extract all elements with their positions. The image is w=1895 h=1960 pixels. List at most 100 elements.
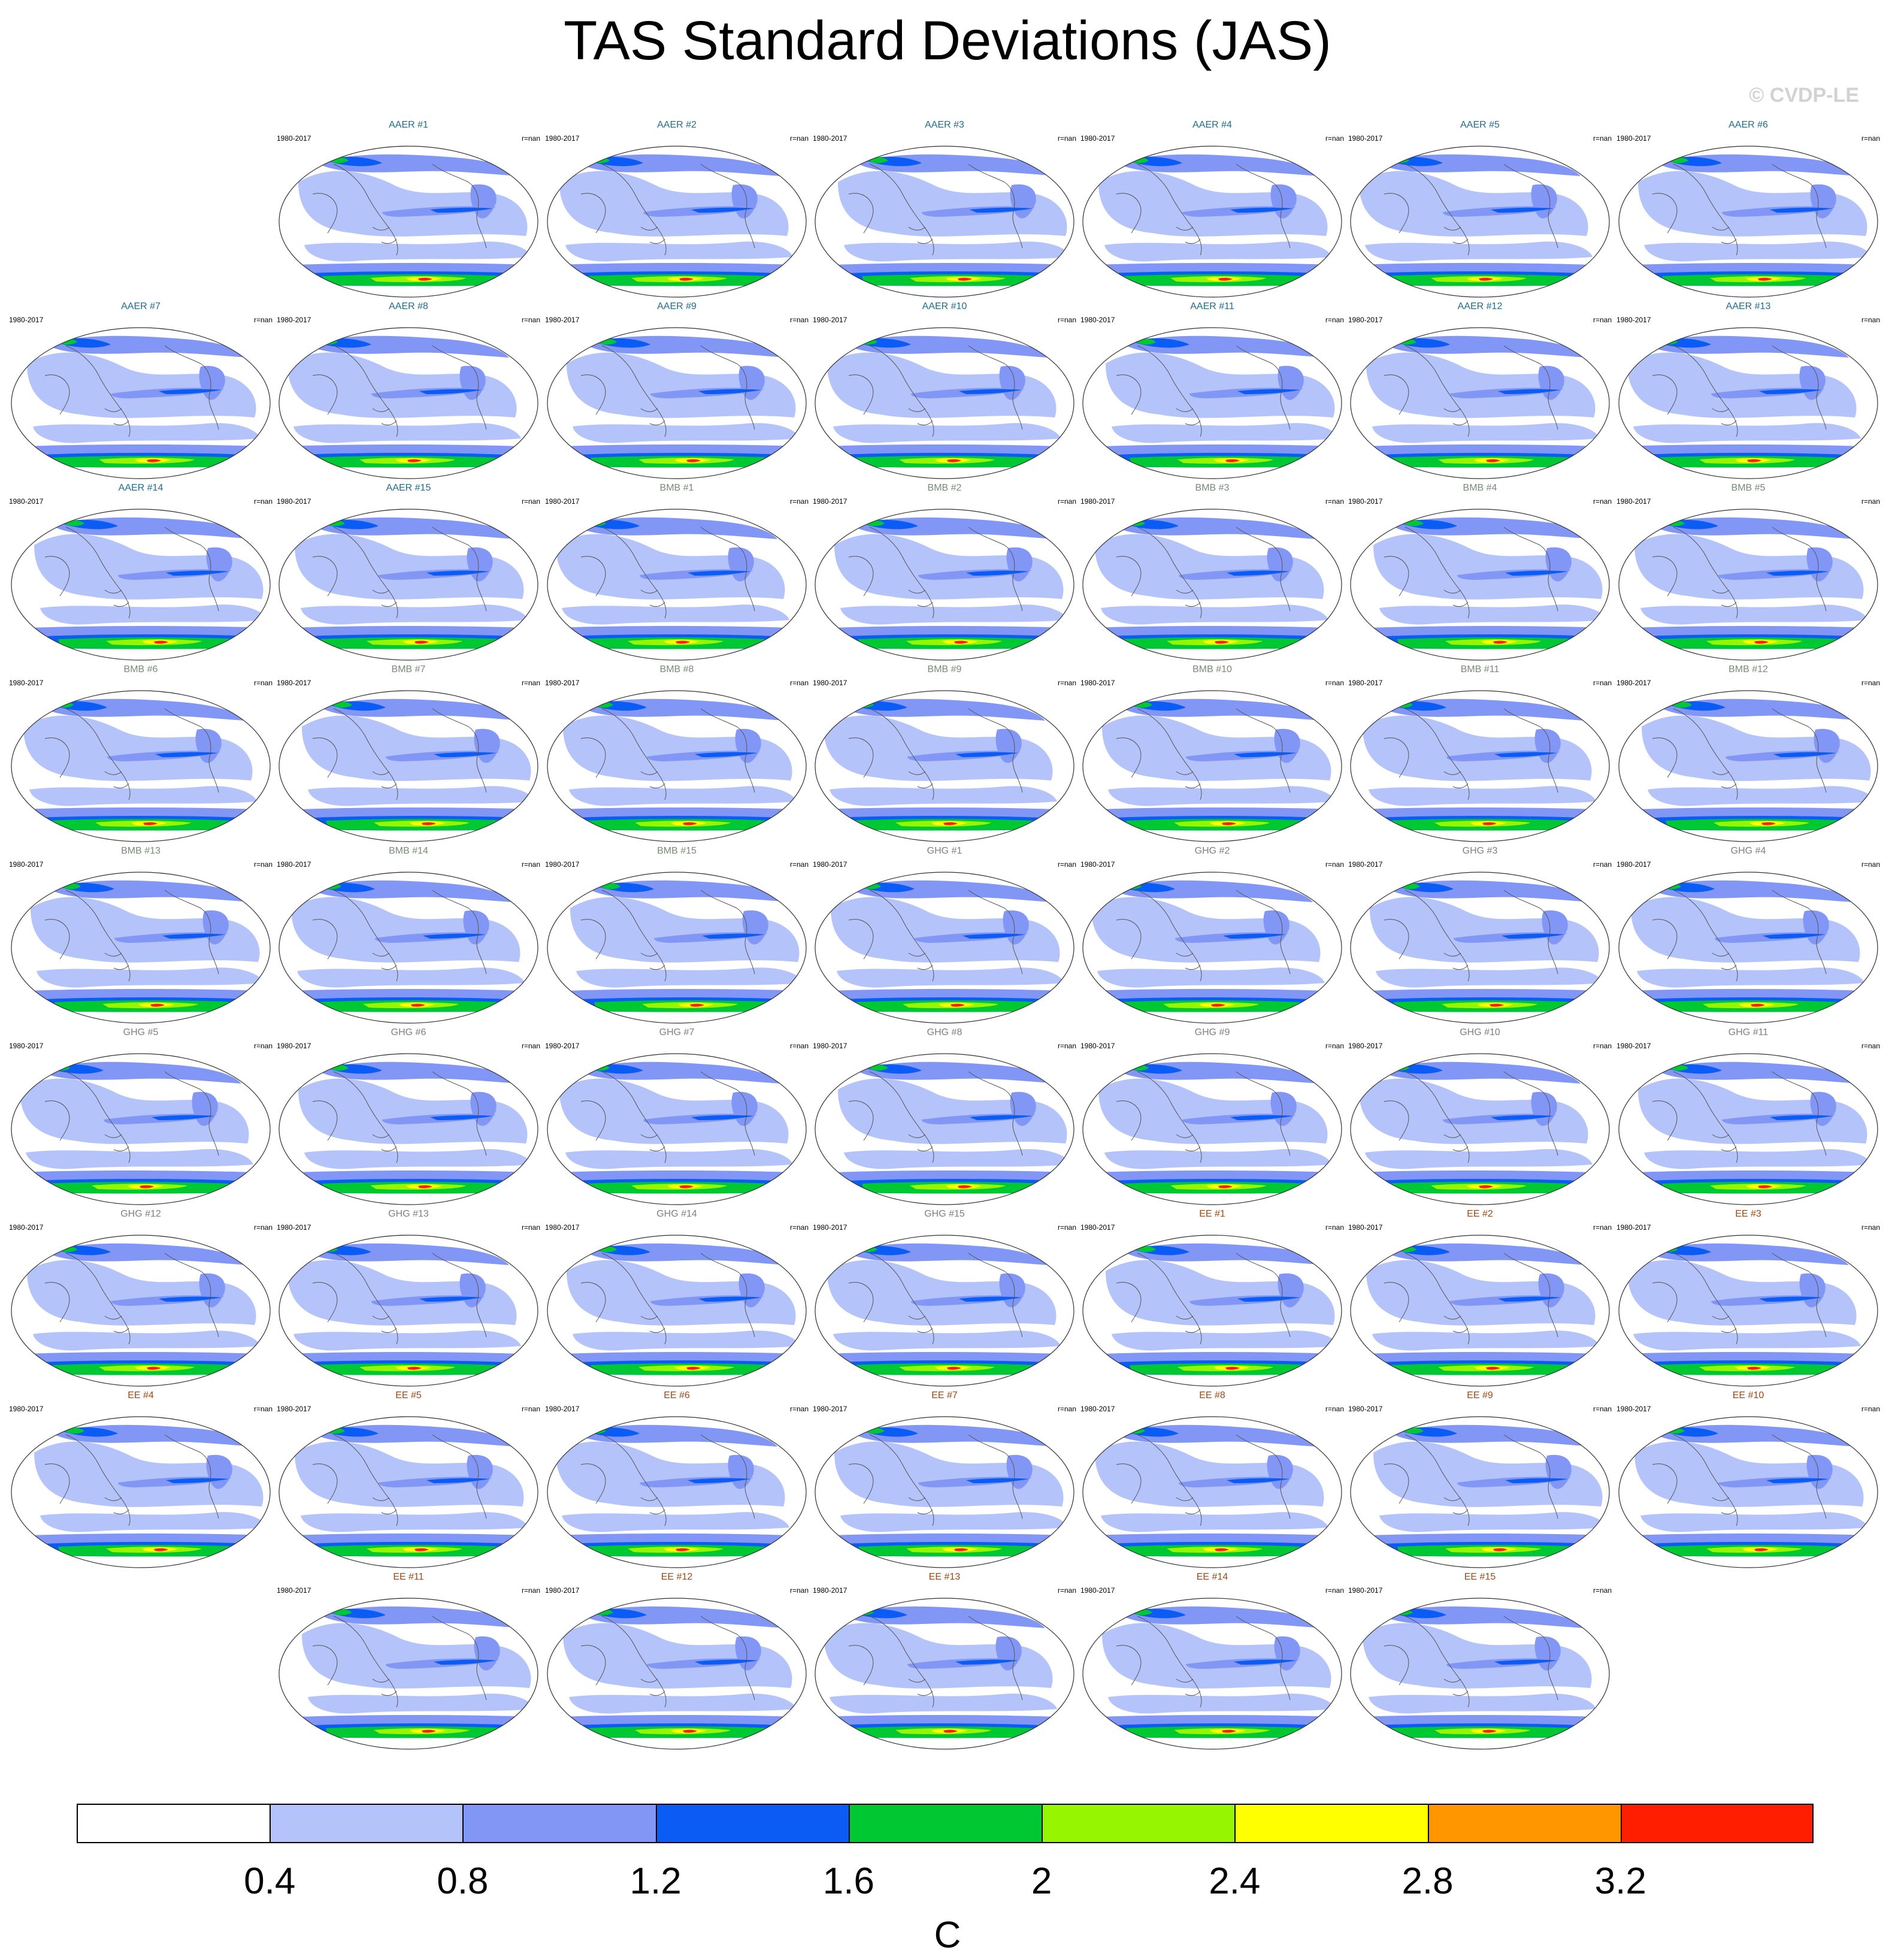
- map-outline: [547, 146, 807, 298]
- map-outline: [1350, 690, 1610, 842]
- panel-correlation: r=nan: [1861, 679, 1880, 687]
- panel-correlation: r=nan: [789, 1042, 809, 1050]
- panel-title: EE #14: [1196, 1572, 1228, 1582]
- world-map: [11, 327, 271, 479]
- panel-title: AAER #5: [1460, 120, 1500, 130]
- map-outline: [11, 509, 271, 661]
- panel-correlation: r=nan: [789, 134, 809, 143]
- panel-title: EE #9: [1467, 1390, 1493, 1401]
- panel-years: 1980-2017: [1348, 1042, 1383, 1050]
- world-map: [815, 1416, 1074, 1568]
- panel-years: 1980-2017: [813, 1405, 847, 1413]
- map-outline: [547, 1053, 807, 1205]
- world-map: [1082, 1598, 1342, 1750]
- map-panel: BMB #10 1980-2017 r=nan: [1080, 664, 1344, 844]
- map-outline: [11, 1416, 271, 1568]
- map-panel: GHG #5 1980-2017 r=nan: [9, 1027, 273, 1207]
- map-panel: AAER #15 1980-2017 r=nan: [277, 483, 540, 663]
- map-panel: AAER #9 1980-2017 r=nan: [545, 301, 809, 481]
- panel-correlation: r=nan: [789, 1223, 809, 1232]
- colorbar-tick-label: 3.2: [1594, 1861, 1646, 1902]
- panel-title: AAER #15: [386, 483, 431, 493]
- map-outline: [1618, 1416, 1878, 1568]
- panel-years: 1980-2017: [9, 497, 44, 506]
- panel-years: 1980-2017: [1616, 316, 1651, 324]
- panel-years: 1980-2017: [813, 497, 847, 506]
- panel-correlation: r=nan: [521, 134, 540, 143]
- world-map: [815, 872, 1074, 1024]
- panel-correlation: r=nan: [1057, 316, 1076, 324]
- map-panel: EE #9 1980-2017 r=nan: [1348, 1390, 1612, 1570]
- panel-years: 1980-2017: [1616, 1223, 1651, 1232]
- panel-correlation: r=nan: [253, 679, 273, 687]
- world-map: [279, 1416, 538, 1568]
- map-panel: BMB #3 1980-2017 r=nan: [1080, 483, 1344, 663]
- panel-years: 1980-2017: [1080, 316, 1115, 324]
- map-outline: [1350, 1598, 1610, 1750]
- panel-title: BMB #6: [123, 664, 158, 674]
- panel-correlation: r=nan: [1325, 860, 1344, 869]
- map-outline: [279, 146, 538, 298]
- colorbar-swatch: [1427, 1804, 1621, 1843]
- map-outline: [11, 327, 271, 479]
- panel-title: BMB #15: [657, 846, 697, 856]
- panel-title: AAER #9: [657, 301, 697, 311]
- panel-years: 1980-2017: [545, 1223, 580, 1232]
- panel-years: 1980-2017: [1616, 497, 1651, 506]
- panel-years: 1980-2017: [813, 134, 847, 143]
- world-map: [815, 1235, 1074, 1387]
- panel-years: 1980-2017: [1348, 1405, 1383, 1413]
- map-outline: [547, 1235, 807, 1387]
- panel-correlation: r=nan: [521, 1586, 540, 1595]
- panel-years: 1980-2017: [813, 1042, 847, 1050]
- world-map: [1350, 327, 1610, 479]
- world-map: [815, 327, 1074, 479]
- panel-years: 1980-2017: [1080, 497, 1115, 506]
- panel-correlation: r=nan: [521, 497, 540, 506]
- map-outline: [1350, 1053, 1610, 1205]
- map-panel: EE #4 1980-2017 r=nan: [9, 1390, 273, 1570]
- panel-years: 1980-2017: [9, 1042, 44, 1050]
- colorbar-swatch: [462, 1804, 656, 1843]
- panel-correlation: r=nan: [1861, 860, 1880, 869]
- panel-years: 1980-2017: [277, 316, 311, 324]
- map-panel: GHG #14 1980-2017 r=nan: [545, 1209, 809, 1389]
- colorbar-swatch: [270, 1804, 463, 1843]
- world-map: [1082, 1416, 1342, 1568]
- panel-years: 1980-2017: [277, 679, 311, 687]
- world-map: [11, 1053, 271, 1205]
- panel-correlation: r=nan: [1325, 1223, 1344, 1232]
- world-map: [1618, 1235, 1878, 1387]
- panel-title: BMB #1: [659, 483, 694, 493]
- panel-title: GHG #8: [927, 1027, 962, 1038]
- panel-title: EE #2: [1467, 1209, 1493, 1219]
- panel-years: 1980-2017: [1080, 134, 1115, 143]
- panel-years: 1980-2017: [9, 860, 44, 869]
- world-map: [1082, 146, 1342, 298]
- panel-years: 1980-2017: [277, 497, 311, 506]
- panel-correlation: r=nan: [789, 1405, 809, 1413]
- world-map: [547, 690, 807, 842]
- map-panel: GHG #11 1980-2017 r=nan: [1616, 1027, 1880, 1207]
- panel-years: 1980-2017: [813, 1586, 847, 1595]
- map-outline: [547, 1416, 807, 1568]
- map-outline: [279, 509, 538, 661]
- colorbar-tick-label: 1.6: [822, 1861, 874, 1902]
- panel-correlation: r=nan: [1325, 134, 1344, 143]
- panel-correlation: r=nan: [789, 1586, 809, 1595]
- panel-title: BMB #8: [659, 664, 694, 674]
- map-outline: [1350, 509, 1610, 661]
- copyright-label: © CVDP-LE: [1749, 84, 1859, 107]
- panel-years: 1980-2017: [1616, 679, 1651, 687]
- world-map: [547, 509, 807, 661]
- panel-years: 1980-2017: [9, 1405, 44, 1413]
- world-map: [11, 872, 271, 1024]
- map-outline: [815, 327, 1074, 479]
- map-outline: [547, 690, 807, 842]
- panel-title: BMB #7: [391, 664, 426, 674]
- panel-correlation: r=nan: [1861, 1405, 1880, 1413]
- panel-correlation: r=nan: [1593, 860, 1612, 869]
- panel-title: EE #4: [128, 1390, 154, 1401]
- world-map: [1082, 1235, 1342, 1387]
- map-panel: AAER #11 1980-2017 r=nan: [1080, 301, 1344, 481]
